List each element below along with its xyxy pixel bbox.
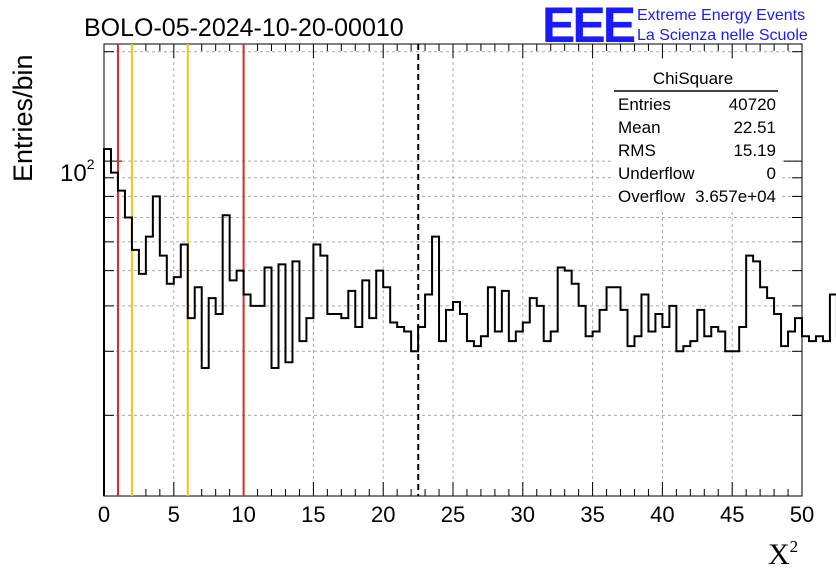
histogram-bin — [816, 336, 823, 496]
stats-label-mean: Mean — [618, 118, 661, 137]
eee-logo-line2: La Scienza nelle Scuole — [637, 27, 808, 44]
y-axis-label: Entries/bin — [8, 54, 38, 182]
x-tick-label: 45 — [720, 502, 744, 527]
stats-label-entries: Entries — [618, 95, 671, 114]
x-axis-label: X2 — [768, 537, 798, 571]
x-tick-label: 35 — [580, 502, 604, 527]
x-tick-label: 15 — [301, 502, 325, 527]
x-tick-label: 25 — [441, 502, 465, 527]
eee-logo-mark: EEE — [542, 0, 635, 53]
x-tick-label: 5 — [168, 502, 180, 527]
x-tick-label: 50 — [790, 502, 814, 527]
chart-title: BOLO-05-2024-10-20-00010 — [84, 14, 404, 42]
histogram-bin — [823, 341, 830, 496]
x-tick-label: 10 — [231, 502, 255, 527]
histogram-bin — [809, 341, 816, 496]
stats-value-mean: 22.51 — [733, 118, 776, 137]
y-tick-label-100: 102 — [60, 156, 95, 187]
stats-label-rms: RMS — [618, 141, 656, 160]
stats-value-entries: 40720 — [729, 95, 776, 114]
x-tick-label: 0 — [98, 502, 110, 527]
stats-value-underflow: 0 — [767, 164, 776, 183]
eee-logo-line1: Extreme Energy Events — [637, 7, 805, 24]
histogram-outline — [103, 148, 836, 496]
stats-value-overflow: 3.657e+04 — [695, 187, 776, 206]
stats-label-underflow: Underflow — [618, 164, 695, 183]
stats-label-overflow: Overflow — [618, 187, 686, 206]
stats-title: ChiSquare — [653, 69, 733, 88]
eee-logo: EEE Extreme Energy Events La Scienza nel… — [542, 0, 808, 53]
x-tick-label: 40 — [650, 502, 674, 527]
x-tick-labels: 0 5 10 15 20 25 30 35 40 45 50 — [98, 502, 814, 527]
histogram-bin — [802, 336, 809, 496]
stats-value-rms: 15.19 — [733, 141, 776, 160]
x-tick-label: 30 — [511, 502, 535, 527]
x-tick-label: 20 — [371, 502, 395, 527]
stats-box: ChiSquare Entries 40720 Mean 22.51 RMS 1… — [612, 62, 780, 212]
